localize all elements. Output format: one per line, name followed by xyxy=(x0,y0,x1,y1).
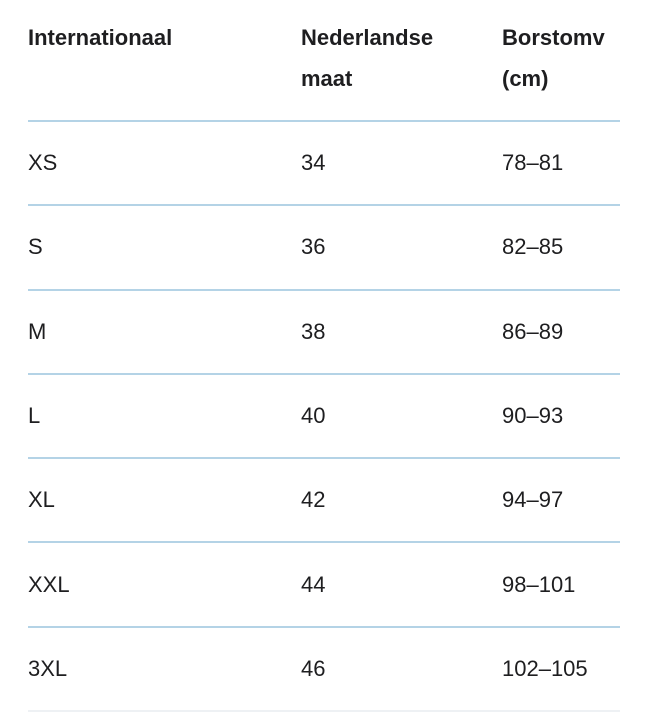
table-row: S 36 82–85 xyxy=(28,206,620,291)
cell-chest-cm: 94–97 xyxy=(502,487,564,513)
cell-dutch-size: 46 xyxy=(301,655,326,681)
cell-dutch-size: 40 xyxy=(301,403,326,429)
table-header-row: Internationaal Nederlandse maat Borstomv… xyxy=(28,0,620,122)
header-line: Internationaal xyxy=(28,25,173,50)
cell-international: S xyxy=(28,234,43,260)
header-line: Nederlandse xyxy=(301,25,434,50)
cell-international: XXL xyxy=(28,571,70,597)
cell-international: L xyxy=(28,403,41,429)
cell-dutch-size: 38 xyxy=(301,318,326,344)
header-line: Borstomv xyxy=(502,25,605,50)
table-row: 3XL 46 102–105 xyxy=(28,628,620,713)
header-line: (cm) xyxy=(502,66,549,91)
header-line: maat xyxy=(301,66,353,91)
cell-chest-cm: 86–89 xyxy=(502,318,564,344)
table-row: XXL 44 98–101 xyxy=(28,543,620,628)
cell-chest-cm: 90–93 xyxy=(502,403,564,429)
cell-international: XL xyxy=(28,487,55,513)
cell-international: M xyxy=(28,318,47,344)
table-row: XS 34 78–81 xyxy=(28,122,620,207)
cell-dutch-size: 42 xyxy=(301,487,326,513)
table-row: M 38 86–89 xyxy=(28,291,620,375)
cell-international: 3XL xyxy=(28,655,68,681)
cell-chest-cm: 98–101 xyxy=(502,571,576,597)
column-header-borstomvang-cm: Borstomv (cm) xyxy=(502,17,620,120)
table-row: XL 42 94–97 xyxy=(28,459,620,544)
cell-international: XS xyxy=(28,150,58,176)
cell-chest-cm: 82–85 xyxy=(502,234,564,260)
table-row: L 40 90–93 xyxy=(28,375,620,460)
column-header-nederlandse-maat: Nederlandse maat xyxy=(301,17,502,120)
cell-chest-cm: 78–81 xyxy=(502,150,564,176)
cell-dutch-size: 36 xyxy=(301,234,326,260)
cell-dutch-size: 44 xyxy=(301,571,326,597)
cell-chest-cm: 102–105 xyxy=(502,655,588,681)
column-header-internationaal: Internationaal xyxy=(28,17,301,120)
cell-dutch-size: 34 xyxy=(301,150,326,176)
